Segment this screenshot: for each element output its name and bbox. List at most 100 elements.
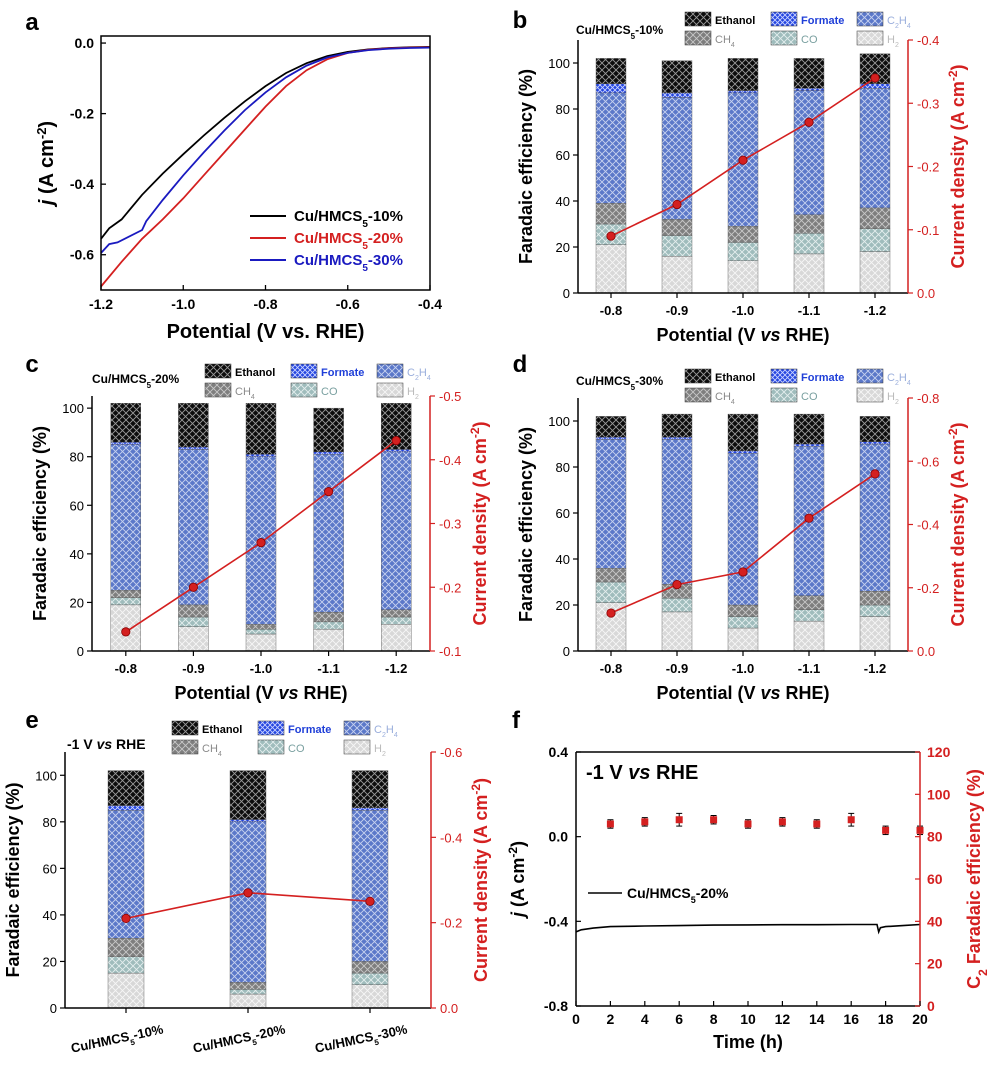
- y-tick-label: 60: [43, 861, 57, 876]
- legend-swatch-co: [770, 30, 798, 46]
- y-tick-label: 40: [556, 552, 570, 567]
- legend-label-c2h4: C2H4: [887, 372, 911, 387]
- y2-axis-label-part: 2: [976, 969, 990, 976]
- bar-segment-ch4: [595, 568, 627, 583]
- y2-tick-label: -0.3: [439, 517, 461, 532]
- legend-swatch-ethanol: [684, 11, 712, 27]
- bar-segment-c2h4: [793, 90, 825, 215]
- x-tick-label: -1.2: [89, 296, 113, 312]
- bar-segment-co: [178, 616, 209, 627]
- legend-entry: Cu/HMCS5-20%: [294, 230, 403, 252]
- panel-title-part: vs: [97, 736, 113, 752]
- current-point: [738, 567, 748, 577]
- y-tick-label: -0.4: [544, 913, 568, 929]
- legend-swatch-formate: [290, 363, 318, 379]
- legend-swatch-c2h4: [856, 368, 884, 384]
- bar-segment-h2: [661, 611, 693, 652]
- y2-axis-label: C2 Faradaic efficiency (%): [964, 769, 990, 989]
- bar-segment-c2h4: [661, 97, 693, 220]
- y-axis-label-part: ): [36, 121, 58, 128]
- panel-label-c: c: [25, 351, 38, 378]
- bar-segment-h2: [859, 251, 891, 294]
- current-point: [606, 231, 616, 241]
- legend-swatch-h2: [343, 739, 371, 755]
- bar-segment-h2: [313, 628, 344, 652]
- legend-label-c2h4-part: H: [899, 15, 907, 27]
- bar-segment-ch4: [859, 591, 891, 606]
- legend-label-ch4-part: CH: [202, 743, 218, 755]
- y2-tick-label: 60: [927, 871, 943, 887]
- fe-point: [710, 816, 718, 824]
- legend-label-co: CO: [321, 386, 338, 398]
- bar-segment-h2: [229, 993, 267, 1009]
- x-axis-label: Potential (V vs RHE): [174, 683, 347, 703]
- bar-segment-formate: [245, 454, 277, 457]
- legend-label-c2h4-part: 2: [895, 380, 899, 387]
- legend-label-ethanol-part: Ethanol: [715, 372, 755, 384]
- legend-label-co: CO: [801, 391, 818, 403]
- y2-tick-label: 80: [927, 829, 943, 845]
- panel-title-part: 5: [631, 32, 636, 41]
- bar-segment-c2h4: [313, 454, 344, 613]
- legend-entry: Cu/HMCS5-10%: [294, 208, 403, 230]
- y-axis-label: Faradaic efficiency (%): [516, 427, 536, 622]
- bar-segment-h2: [595, 244, 627, 294]
- bar-segment-co: [110, 597, 142, 606]
- legend-label-ch4-part: CH: [235, 386, 251, 398]
- x-tick-label: -0.8: [115, 661, 137, 676]
- legend-swatch-h2: [856, 387, 884, 403]
- y2-axis-label-part: ): [948, 422, 968, 428]
- legend-label-co-part: CO: [801, 34, 818, 46]
- bar-segment-ethanol: [110, 403, 142, 443]
- x-tick-label-part: Cu/HMCS: [314, 1029, 375, 1056]
- annotation-part: -1 V: [586, 762, 628, 784]
- bar-segment-ch4: [595, 203, 627, 225]
- x-tick-label: -1.0: [171, 296, 195, 312]
- legend-label-co: CO: [801, 34, 818, 46]
- bar-segment-h2: [178, 626, 209, 652]
- y-axis-label: Faradaic efficiency (%): [3, 782, 23, 977]
- y-tick-label: 60: [556, 148, 570, 163]
- y2-tick-label: 40: [927, 913, 943, 929]
- bar-segment-ethanol: [793, 413, 825, 445]
- legend-label-ch4-part: 4: [251, 394, 255, 401]
- y-tick-label: 100: [548, 414, 570, 429]
- x-axis-label: Potential (V vs RHE): [656, 325, 829, 345]
- y-axis-label-part: ): [508, 841, 528, 847]
- bar-segment-co: [313, 621, 344, 630]
- bar-segment-co: [859, 228, 891, 252]
- fe-point: [641, 818, 649, 826]
- bar-segment-co: [595, 581, 627, 603]
- legend-entry-part: -10%: [368, 208, 403, 225]
- legend-label-h2: H2: [374, 743, 386, 758]
- bar-segment-formate: [793, 443, 825, 447]
- y2-axis-label-part: Current density (A cm: [948, 81, 968, 268]
- legend-label-co-part: CO: [321, 386, 338, 398]
- x-tick-label: 6: [675, 1011, 683, 1027]
- legend-label-c2h4: C2H4: [407, 367, 431, 382]
- y-tick-label: 80: [70, 450, 84, 465]
- legend-label-c2h4-part: C: [887, 372, 895, 384]
- y2-tick-label: -0.6: [917, 454, 939, 469]
- current-point: [870, 73, 880, 83]
- panel-title-part: RHE: [112, 736, 145, 752]
- y2-tick-label: 20: [927, 956, 943, 972]
- y2-axis-label-part: ): [948, 64, 968, 70]
- legend-label-h2-part: H: [887, 391, 895, 403]
- legend-label-h2-part: 2: [415, 394, 419, 401]
- bar-segment-ch4: [229, 982, 267, 990]
- bar-segment-c2h4: [381, 451, 412, 610]
- x-tick-label: 2: [607, 1011, 615, 1027]
- y-axis-label-part: (A cm: [508, 858, 528, 912]
- y2-axis-label: Current density (A cm-2): [946, 422, 968, 626]
- legend-label-c2h4-part: 4: [394, 732, 398, 739]
- bar-segment-h2: [793, 620, 825, 652]
- y2-tick-label: -0.4: [439, 453, 461, 468]
- y2-tick-label: 0.0: [440, 1001, 458, 1016]
- bar-segment-c2h4: [661, 439, 693, 585]
- legend-swatch-c2h4: [376, 363, 404, 379]
- legend-label-ch4: CH4: [235, 386, 255, 401]
- y2-tick-label: -0.6: [440, 745, 462, 760]
- bar-segment-h2: [727, 260, 759, 294]
- current-point: [365, 896, 375, 906]
